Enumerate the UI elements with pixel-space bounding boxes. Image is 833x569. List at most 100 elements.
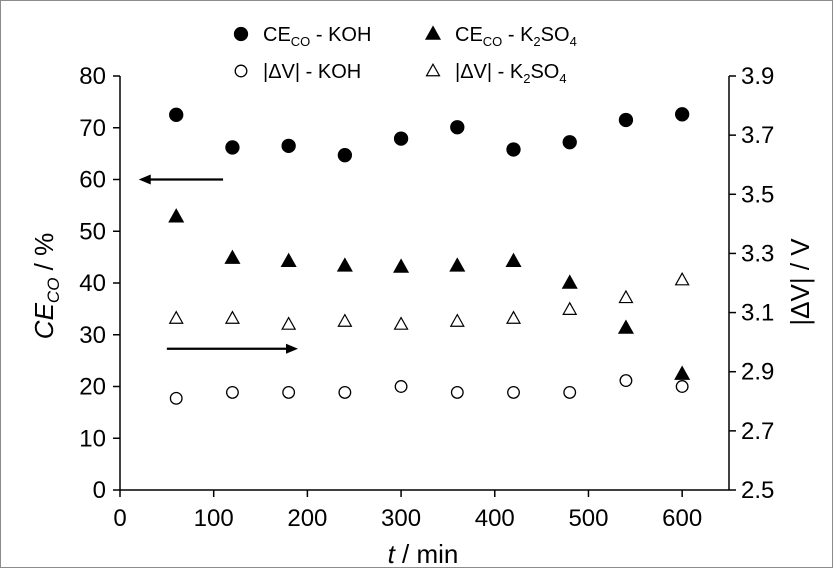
open-circle-marker [675, 380, 689, 393]
y-left-tick-label: 30 [79, 322, 106, 349]
arrow-right [166, 343, 299, 354]
data-point [450, 385, 464, 399]
open-circle-marker [282, 385, 296, 399]
data-point [617, 319, 634, 334]
data-point [450, 120, 465, 135]
x-tick-label: 100 [194, 505, 234, 532]
data-point [505, 310, 522, 324]
arrow-left [138, 174, 224, 185]
legend-label: CECO - KOH [263, 24, 371, 49]
open-triangle-marker [168, 310, 184, 324]
filled-circle-marker [562, 135, 577, 150]
x-tick-label: 600 [662, 505, 702, 532]
y-right-tick-label: 2.5 [741, 477, 774, 504]
x-tick-label: 400 [475, 505, 515, 532]
filled-circle-marker [337, 148, 353, 163]
data-point [224, 249, 241, 264]
data-point [675, 380, 689, 393]
open-circle-marker [338, 385, 352, 399]
data-point [336, 257, 353, 272]
axes [119, 76, 730, 491]
filled-circle-marker [450, 120, 465, 135]
legend-item: |ΔV| - K2SO4 [425, 61, 567, 86]
left-axis-ticks: 0 10 20 30 40 50 60 70 80 [79, 63, 120, 504]
data-point [505, 252, 522, 268]
filled-circle-marker [506, 142, 521, 157]
filled-circle-marker [233, 26, 249, 42]
data-point [224, 310, 240, 324]
legend-item: CECO - KOH [233, 24, 371, 49]
filled-circle-marker [393, 131, 409, 146]
data-point [619, 374, 633, 388]
filled-circle-marker [618, 112, 634, 128]
open-triangle-marker [618, 289, 634, 304]
data-points [168, 107, 691, 405]
filled-circle-marker [225, 140, 240, 155]
data-point [393, 316, 409, 330]
y-axis-left-label: CECO / % [29, 233, 63, 339]
x-tick-label: 200 [287, 505, 327, 532]
filled-triangle-marker [393, 258, 410, 273]
data-point [169, 107, 184, 122]
data-point [280, 252, 297, 268]
open-triangle-marker [393, 316, 409, 330]
open-triangle-marker [281, 316, 297, 330]
filled-triangle-marker [561, 274, 578, 289]
open-triangle-marker [449, 313, 465, 327]
filled-triangle-marker [449, 257, 466, 272]
data-point [563, 385, 577, 399]
data-point [674, 271, 690, 286]
legend: CECO - KOH CECO - K2SO4 |ΔV| - KOH |ΔV| - K… [233, 24, 577, 86]
data-point [281, 316, 297, 330]
filled-triangle-marker [168, 208, 185, 223]
y-right-tick-label: 3.1 [741, 300, 774, 327]
data-point [618, 289, 634, 304]
y-right-tick-label: 2.7 [741, 418, 774, 445]
y-left-tick-label: 70 [79, 115, 106, 142]
open-triangle-marker [425, 62, 441, 77]
data-point [337, 148, 353, 163]
filled-circle-marker [675, 107, 690, 122]
x-axis-label: t / min [388, 539, 459, 569]
open-triangle-marker [674, 271, 690, 286]
open-circle-marker [169, 391, 183, 405]
filled-triangle-marker [336, 257, 353, 272]
filled-circle-marker [169, 107, 184, 122]
data-point [562, 135, 577, 150]
data-point [507, 385, 520, 399]
arrow-head [138, 174, 151, 185]
x-axis-ticks: 0 100 200 300 400 500 600 [113, 490, 702, 532]
data-point [337, 313, 353, 327]
data-point [168, 208, 185, 223]
y-left-tick-label: 20 [79, 374, 106, 401]
data-point [618, 112, 634, 128]
data-point [449, 257, 466, 272]
filled-triangle-marker [505, 252, 522, 268]
x-tick-label: 300 [381, 505, 421, 532]
data-point [675, 107, 690, 122]
y-left-tick-label: 80 [79, 63, 106, 90]
data-point [169, 391, 183, 405]
y-left-tick-label: 10 [79, 425, 106, 452]
data-point [506, 142, 521, 157]
data-point [562, 301, 578, 315]
data-point [225, 385, 239, 399]
legend-item: CECO - K2SO4 [424, 24, 577, 49]
y-left-tick-label: 0 [93, 477, 106, 504]
x-tick-label: 0 [113, 505, 126, 532]
filled-triangle-marker [280, 252, 297, 268]
x-tick-label: 500 [568, 505, 608, 532]
filled-triangle-marker [424, 25, 442, 40]
legend-label: |ΔV| - K2SO4 [455, 61, 567, 86]
data-point [394, 380, 408, 393]
data-point [561, 274, 578, 289]
legend-item: |ΔV| - KOH [234, 61, 361, 83]
filled-triangle-marker [617, 319, 634, 334]
y-right-tick-label: 3.3 [741, 240, 774, 267]
y-right-tick-label: 3.7 [741, 122, 774, 149]
right-axis-ticks: 2.5 2.7 2.9 3.1 3.3 3.5 3.7 3.9 [729, 63, 774, 504]
data-point [282, 385, 296, 399]
y-right-tick-label: 3.5 [741, 181, 774, 208]
y-left-tick-label: 60 [79, 167, 106, 194]
filled-triangle-marker [224, 249, 241, 264]
